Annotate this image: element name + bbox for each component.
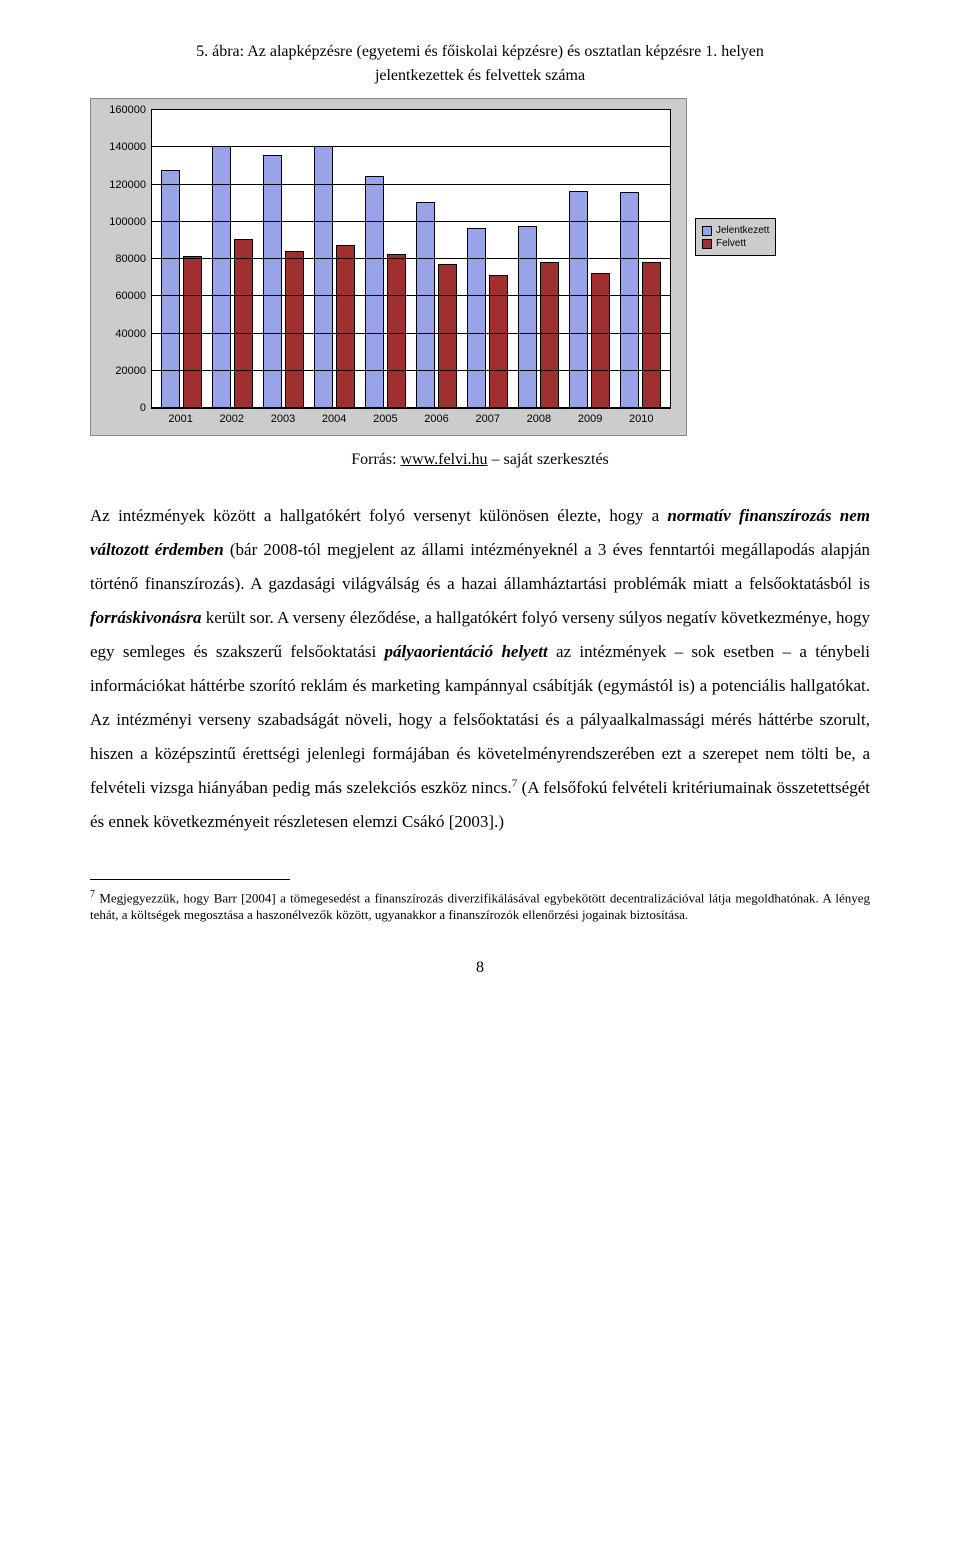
- y-tick-label: 60000: [115, 290, 152, 302]
- bar: [212, 146, 231, 409]
- source-line: Forrás: www.felvi.hu – saját szerkesztés: [90, 451, 870, 469]
- footnote-marker: 7: [90, 889, 95, 900]
- chart-panel: 0 20000 40000 60000 80000 100000 120000 140000 1…: [90, 98, 687, 436]
- bar: [591, 273, 610, 408]
- bar: [620, 192, 639, 408]
- gridline: [152, 109, 670, 110]
- gridline: [152, 370, 670, 371]
- source-link: www.felvi.hu: [401, 451, 488, 468]
- y-tick-label: 0: [140, 402, 152, 414]
- source-prefix: Forrás:: [351, 451, 400, 468]
- x-tick-label: 2009: [569, 413, 611, 425]
- bar-group: [620, 192, 661, 408]
- bar: [642, 262, 661, 408]
- bar: [518, 226, 537, 408]
- bar-group: [467, 228, 508, 408]
- y-tick-label: 40000: [115, 328, 152, 340]
- chart-title: 5. ábra: Az alapképzésre (egyetemi és fő…: [90, 40, 870, 88]
- bar: [234, 239, 253, 408]
- bar: [365, 176, 384, 409]
- y-tick-label: 160000: [109, 104, 152, 116]
- bar: [569, 191, 588, 409]
- legend-item-felvett: Felvett: [702, 238, 769, 249]
- x-tick-label: 2005: [364, 413, 406, 425]
- bar: [285, 251, 304, 409]
- x-axis-ticks: 2001 2002 2003 2004 2005 2006 2007 2008 2009 2010: [151, 409, 671, 425]
- y-tick-label: 140000: [109, 141, 152, 153]
- footnote-separator: [90, 879, 290, 880]
- bar: [540, 262, 559, 408]
- footnote-text: Megjegyezzük, hogy Barr [2004] a tömeges…: [90, 890, 870, 922]
- x-tick-label: 2010: [620, 413, 662, 425]
- bar: [387, 254, 406, 408]
- gridline: [152, 221, 670, 222]
- gridline: [152, 146, 670, 147]
- footnote: 7 Megjegyezzük, hogy Barr [2004] a tömeg…: [90, 888, 870, 924]
- legend-swatch-jelentkezett: [702, 226, 712, 236]
- chart-title-line1: 5. ábra: Az alapképzésre (egyetemi és fő…: [196, 43, 764, 60]
- x-tick-label: 2001: [160, 413, 202, 425]
- legend-item-jelentkezett: Jelentkezett: [702, 225, 769, 236]
- bar: [314, 146, 333, 409]
- source-suffix: – saját szerkesztés: [488, 451, 609, 468]
- y-tick-label: 80000: [115, 253, 152, 265]
- gridline: [152, 295, 670, 296]
- bar: [416, 202, 435, 408]
- x-tick-label: 2007: [467, 413, 509, 425]
- bar: [467, 228, 486, 408]
- legend-label-jelentkezett: Jelentkezett: [716, 225, 769, 236]
- bar-group: [212, 146, 253, 409]
- y-tick-label: 100000: [109, 216, 152, 228]
- x-tick-label: 2004: [313, 413, 355, 425]
- bars-layer: [152, 110, 670, 408]
- legend-swatch-felvett: [702, 239, 712, 249]
- bar: [438, 264, 457, 408]
- x-tick-label: 2002: [211, 413, 253, 425]
- chart-container: 0 20000 40000 60000 80000 100000 120000 140000 1…: [90, 98, 870, 436]
- bar-group: [416, 202, 457, 408]
- y-tick-label: 120000: [109, 179, 152, 191]
- bar-group: [314, 146, 355, 409]
- bar: [161, 170, 180, 408]
- bar-group: [518, 226, 559, 408]
- gridline: [152, 184, 670, 185]
- gridline: [152, 258, 670, 259]
- gridline: [152, 333, 670, 334]
- chart-title-line2: jelentkezettek és felvettek száma: [375, 67, 585, 84]
- plot-area: 0200004000060000800001000001200001400001…: [151, 109, 671, 409]
- bar-group: [569, 191, 610, 409]
- gridline: [152, 407, 670, 408]
- bar-group: [161, 170, 202, 408]
- page-number: 8: [90, 959, 870, 977]
- body-paragraph: Az intézmények között a hallgatókért fol…: [90, 499, 870, 839]
- legend-label-felvett: Felvett: [716, 238, 746, 249]
- bar-group: [365, 176, 406, 409]
- x-tick-label: 2003: [262, 413, 304, 425]
- legend: Jelentkezett Felvett: [695, 218, 776, 256]
- x-tick-label: 2008: [518, 413, 560, 425]
- x-tick-label: 2006: [416, 413, 458, 425]
- y-tick-label: 20000: [115, 365, 152, 377]
- bar: [336, 245, 355, 408]
